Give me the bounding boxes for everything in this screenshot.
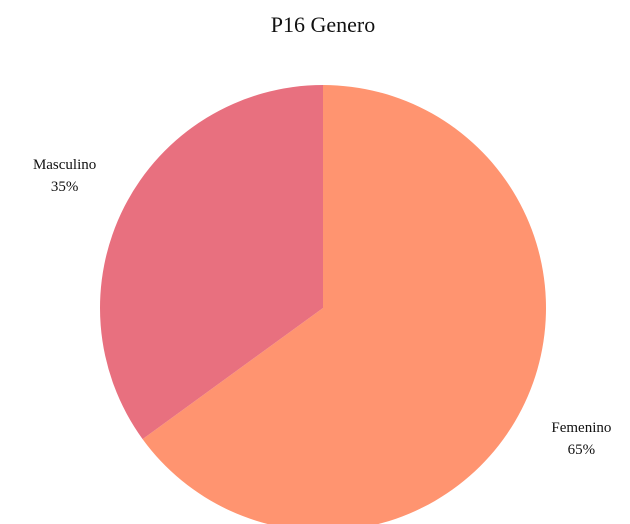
chart-title: P16 Genero xyxy=(271,12,375,37)
pie-slice xyxy=(99,85,324,440)
slice-value-label: 65% xyxy=(568,442,596,458)
slice-label: Masculino xyxy=(33,157,96,173)
slice-value-label: 35% xyxy=(51,179,79,195)
pie-slice xyxy=(142,85,546,524)
slice-label: Femenino xyxy=(551,420,611,436)
